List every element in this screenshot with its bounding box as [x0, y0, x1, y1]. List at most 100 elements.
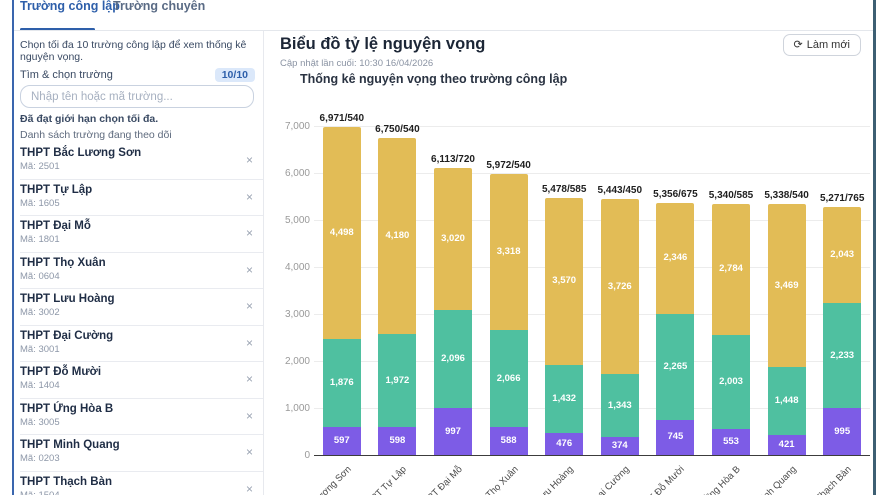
bar-segment-value: 588: [500, 435, 517, 447]
bar-segment-segment-top-yellow[interactable]: 2,346: [656, 203, 695, 314]
bar-total-label: 6,971/540: [319, 113, 365, 125]
y-axis-tick: 7,000: [284, 120, 310, 132]
bar-segment-segment-middle-green[interactable]: 2,233: [823, 303, 862, 409]
school-search-input[interactable]: [20, 85, 254, 108]
selection-count-badge: 10/10: [214, 67, 255, 82]
bar-segment-segment-middle-green[interactable]: 1,448: [767, 367, 806, 436]
bar-segment-segment-top-yellow[interactable]: 3,318: [489, 174, 528, 331]
bar-total-label: 5,271/765: [819, 193, 865, 205]
sidebar-help-text: Chọn tối đa 10 trường công lập để xem th…: [20, 39, 247, 63]
bar-segment-value: 2,346: [663, 252, 688, 264]
bar-segment-segment-middle-green[interactable]: 1,432: [545, 365, 584, 433]
bar-segment-value: 421: [778, 439, 795, 451]
bar-segment-value: 597: [333, 434, 350, 446]
bar-segment-segment-top-yellow[interactable]: 2,784: [712, 204, 750, 335]
bar-segment-segment-middle-green[interactable]: 1,343: [600, 374, 639, 438]
chart-panel: Biểu đồ tỷ lệ nguyện vọng Cập nhật lần c…: [264, 31, 873, 495]
bar-segment-value: 997: [445, 425, 461, 437]
school-code: Mã: 2501: [20, 161, 60, 172]
bar-segment-segment-bottom-purple[interactable]: 597: [322, 426, 361, 455]
x-axis-label: THPT Lưu Hoàng: [515, 464, 576, 495]
bar-segment-segment-middle-green[interactable]: 1,876: [322, 338, 361, 427]
remove-school-button[interactable]: ×: [245, 189, 253, 204]
watch-list-title: Danh sách trường đang theo dõi: [20, 129, 172, 141]
bar-segment-segment-middle-green[interactable]: 1,972: [378, 334, 417, 427]
gridline: [314, 220, 870, 221]
bar-segment-segment-bottom-purple[interactable]: 745: [656, 419, 695, 455]
bar-segment-value: 2,043: [830, 249, 855, 261]
remove-school-button[interactable]: ×: [245, 445, 253, 459]
bar-segment-segment-middle-green[interactable]: 2,096: [434, 309, 472, 409]
bar-segment-segment-top-yellow[interactable]: 3,469: [767, 204, 806, 368]
school-code: Mã: 1504: [20, 489, 60, 495]
chart-title: Thống kê nguyện vọng theo trường công lậ…: [300, 72, 568, 86]
bar-segment-value: 3,020: [441, 232, 465, 244]
school-list: THPT Bắc Lương Sơn Mã: 2501 × THPT Tự Lập Mã…: [20, 143, 263, 495]
bar-segment-segment-top-yellow[interactable]: 3,726: [600, 199, 639, 375]
bar-segment-value: 1,448: [774, 395, 799, 407]
remove-school-button[interactable]: ×: [245, 226, 253, 240]
bar-segment-value: 3,318: [496, 246, 521, 258]
bar-segment-segment-top-yellow[interactable]: 4,180: [378, 137, 417, 335]
bar-segment-segment-top-yellow[interactable]: 3,020: [434, 167, 472, 310]
school-code: Mã: 1605: [20, 197, 60, 209]
remove-school-button[interactable]: ×: [245, 153, 253, 167]
school-name: THPT Đại Cường: [20, 329, 114, 342]
bar-segment-value: 476: [556, 437, 573, 449]
refresh-button-label: Làm mới: [806, 39, 850, 51]
bar-segment-value: 745: [667, 431, 684, 443]
scrollbar[interactable]: [873, 0, 876, 495]
school-name: THPT Thọ Xuân: [20, 256, 106, 269]
bar-total-label: 6,113/720: [431, 153, 475, 165]
bar-segment-segment-top-yellow[interactable]: 4,498: [322, 127, 361, 339]
tab-truong-cong-lap[interactable]: Trường công lập: [20, 0, 120, 13]
bar-segment-value: 2,233: [830, 349, 855, 361]
refresh-button[interactable]: ⟳ Làm mới: [782, 34, 861, 56]
bar-segment-segment-bottom-purple[interactable]: 476: [545, 432, 584, 455]
bar-segment-segment-top-yellow[interactable]: 2,043: [823, 207, 862, 304]
y-axis-tick: 5,000: [284, 214, 310, 226]
school-list-item: THPT Bắc Lương Sơn Mã: 2501 ×: [20, 143, 263, 180]
remove-school-button[interactable]: ×: [245, 335, 253, 350]
bar-segment-segment-top-yellow[interactable]: 3,570: [545, 197, 584, 366]
y-axis-tick: 2,000: [284, 355, 310, 367]
remove-school-button[interactable]: ×: [245, 481, 253, 495]
school-list-item: THPT Ứng Hòa B Mã: 3005 ×: [20, 399, 263, 435]
bar-segment-value: 3,469: [774, 279, 799, 291]
bar-segment-segment-bottom-purple[interactable]: 421: [767, 435, 806, 455]
bar-segment-segment-middle-green[interactable]: 2,265: [656, 313, 695, 420]
bar-segment-segment-bottom-purple[interactable]: 995: [823, 408, 862, 455]
bar-total-label: 5,443/450: [597, 185, 643, 197]
last-updated-text: Cập nhật lần cuối: 10:30 16/04/2026: [280, 58, 434, 69]
bar-segment-value: 553: [723, 435, 739, 447]
school-code: Mã: 3005: [20, 416, 60, 428]
bar-segment-segment-middle-green[interactable]: 2,066: [489, 330, 528, 428]
remove-school-button[interactable]: ×: [245, 299, 253, 313]
school-list-item: THPT Đại Cường Mã: 3001 ×: [20, 326, 263, 362]
remove-school-button[interactable]: ×: [245, 408, 253, 423]
bar-segment-value: 2,003: [719, 375, 743, 387]
x-axis-label: THPT Tự Lập: [360, 464, 410, 495]
school-name: THPT Bắc Lương Sơn: [20, 147, 142, 159]
x-axis-line: [314, 454, 870, 456]
bar-segment-segment-bottom-purple[interactable]: 553: [712, 429, 750, 455]
x-axis-label: THPT Đại Mỗ: [416, 464, 465, 495]
school-code: Mã: 1801: [20, 234, 60, 245]
bar-total-label: 5,478/585: [541, 183, 587, 195]
bar-segment-value: 3,726: [607, 280, 632, 292]
bar-segment-segment-middle-green[interactable]: 2,003: [712, 334, 750, 429]
school-list-item: THPT Lưu Hoàng Mã: 3002 ×: [20, 289, 263, 326]
bar-total-label: 6,750/540: [375, 123, 420, 135]
bar-segment-segment-bottom-purple[interactable]: 598: [378, 426, 417, 455]
tab-truong-chuyen[interactable]: Trường chuyên: [113, 0, 206, 13]
bar-segment-segment-bottom-purple[interactable]: 588: [489, 427, 528, 455]
gridline: [314, 361, 870, 362]
school-name: THPT Đại Mỗ: [20, 220, 91, 232]
active-tab-underline: [20, 28, 95, 30]
school-list-item: THPT Đại Mỗ Mã: 1801 ×: [20, 216, 263, 253]
remove-school-button[interactable]: ×: [245, 262, 253, 277]
bar-segment-segment-bottom-purple[interactable]: 997: [434, 408, 472, 455]
school-code: Mã: 1404: [20, 380, 60, 391]
remove-school-button[interactable]: ×: [245, 372, 253, 386]
bar-segment-segment-bottom-purple[interactable]: 374: [600, 437, 639, 455]
